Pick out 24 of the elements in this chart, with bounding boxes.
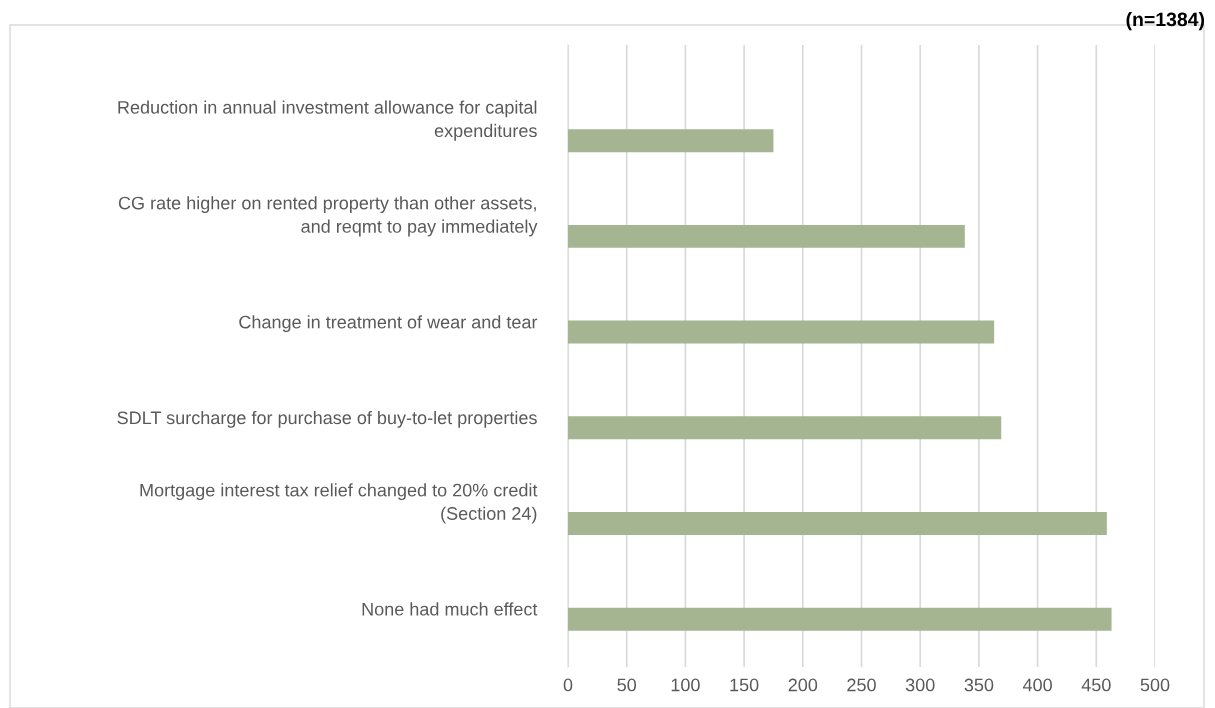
y-tick-label: Change in treatment of wear and tear [239, 315, 538, 333]
x-tick-label: 250 [847, 678, 876, 692]
bar [568, 511, 1107, 535]
y-tick-label: SDLT surcharge for purchase of buy-to-let properties [117, 410, 537, 428]
x-tick-label: 100 [671, 678, 700, 692]
x-tick-label: 300 [905, 678, 935, 692]
y-tick-label: None had much effect [362, 602, 538, 616]
y-tick-label: CG rate higher on rented property than other assets, and reqmt to pay immediately [118, 196, 538, 237]
x-tick-label: 400 [1022, 678, 1052, 692]
bar [568, 224, 965, 248]
y-tick-label: Reduction in annual investment allowance for capital expenditures [118, 100, 537, 141]
x-tick-label: 500 [1140, 678, 1170, 692]
bar [568, 320, 995, 344]
y-tick-label: Mortgage interest tax relief changed to 20% credit (Section 24) [140, 483, 538, 524]
x-tick-label: 0 [563, 678, 573, 692]
x-tick-label: 200 [788, 678, 818, 692]
x-tick-label: 50 [617, 678, 637, 692]
x-tick-label: 350 [964, 678, 994, 692]
bar [568, 416, 1002, 440]
bar [568, 129, 774, 153]
x-tick-label: 150 [730, 678, 759, 692]
x-tick-label: 450 [1081, 678, 1111, 692]
chart-title: (n=1384) [1126, 12, 1205, 31]
bar [568, 607, 1112, 631]
